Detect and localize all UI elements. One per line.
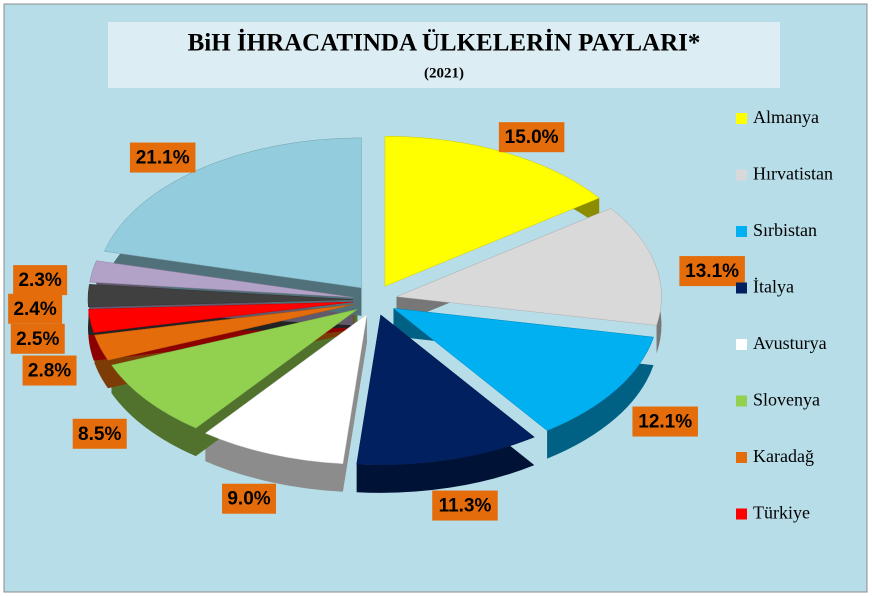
legend-label: İtalya [753, 277, 794, 297]
legend-swatch [736, 395, 747, 407]
legend-swatch [736, 452, 747, 463]
legend-label: Avusturya [753, 333, 827, 353]
legend-swatch [736, 169, 747, 181]
legend-swatch [736, 113, 747, 124]
legend-swatch [736, 508, 747, 520]
pie-tops [87, 136, 662, 466]
legend-label: Slovenya [753, 390, 820, 410]
slice [87, 284, 354, 308]
data-label-box [72, 418, 127, 449]
legend-swatch [736, 226, 747, 237]
legend-label: Türkiye [753, 503, 810, 523]
slice [88, 301, 354, 333]
slice [111, 309, 358, 429]
slice-side [111, 309, 358, 457]
slice [392, 308, 654, 431]
slice [94, 304, 354, 361]
data-label: 8.5% [78, 424, 121, 445]
data-label-box [13, 265, 68, 296]
slice [204, 313, 368, 464]
legend-label: Almanya [753, 107, 819, 127]
data-label-box [432, 490, 498, 521]
legend-label: Karadağ [753, 446, 814, 466]
slice [89, 260, 354, 298]
data-label-box [22, 355, 77, 386]
data-label-box [222, 483, 277, 514]
data-label: 12.1% [638, 412, 692, 433]
chart-subtitle: (2021) [424, 65, 464, 81]
data-label-box [8, 293, 63, 324]
legend-swatch [736, 282, 747, 294]
data-labels: 15.0% 13.1% 12.1% 11.3% 9.0% 8.5% 2.8% 2.5% 2.4%… [8, 122, 745, 521]
legend-swatch [736, 339, 747, 350]
data-label: 2.3% [18, 270, 61, 291]
data-label: 13.1% [685, 261, 739, 282]
data-label: 2.4% [13, 299, 56, 320]
data-label: 9.0% [227, 489, 270, 510]
data-label: 11.3% [439, 496, 492, 517]
slice [104, 137, 362, 289]
data-label-box [632, 406, 698, 437]
title-box [108, 22, 780, 88]
data-label: 15.0% [505, 127, 559, 148]
data-label-box [498, 122, 565, 153]
chart-title: BiH İHRACATINDA ÜLKELERİN PAYLARI* [188, 29, 701, 57]
data-label: 2.8% [28, 361, 71, 382]
slice [356, 314, 535, 466]
data-label-box [679, 256, 745, 287]
slice [396, 208, 662, 326]
data-label: 2.5% [16, 329, 59, 350]
legend-label: Sırbistan [753, 220, 817, 240]
legend-label: Hırvatistan [753, 164, 833, 184]
slice-side [356, 314, 535, 493]
data-label-box [129, 142, 196, 173]
legend: Almanya Hırvatistan Sırbistan İtalya Avustur… [736, 107, 833, 523]
data-label: 21.1% [136, 148, 190, 169]
data-label-box [10, 323, 65, 354]
slice [384, 136, 600, 287]
